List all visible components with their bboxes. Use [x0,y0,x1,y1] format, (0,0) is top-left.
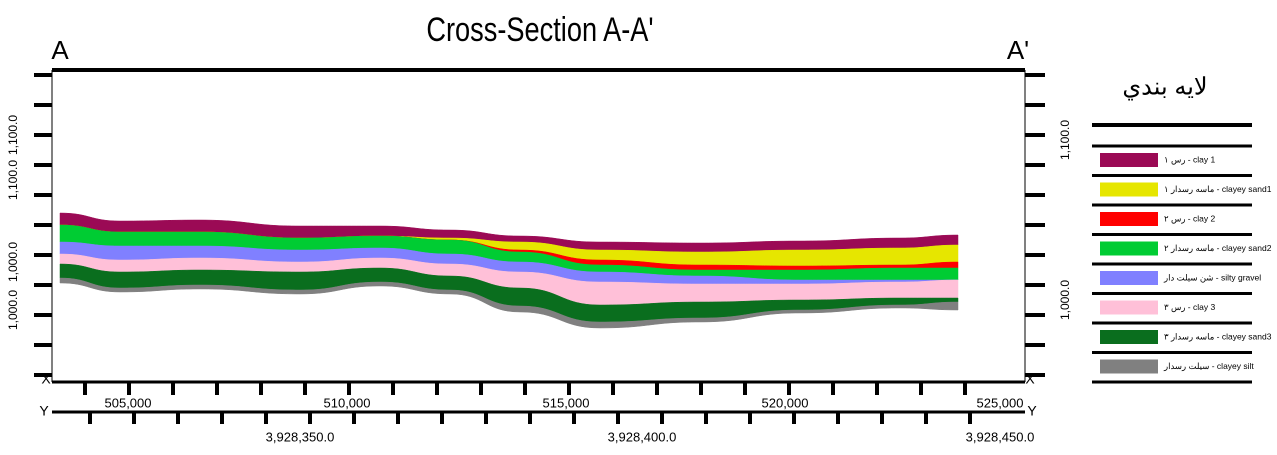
legend-label: ماسه رسدار ۱ - clayey sand1 [1164,184,1272,195]
y-label: 3,928,350.0 [266,429,335,444]
legend-swatch [1100,183,1158,197]
x-label: 505,000 [105,395,152,410]
x-label: 525,000 [977,395,1024,410]
legend-label: ماسه رسدار ۳ - clayey sand3 [1164,331,1272,342]
x-label: 520,000 [762,395,809,410]
legend-swatch [1100,301,1158,315]
y-axis-label: Y [1027,403,1037,419]
legend-swatch [1100,330,1158,344]
legend-swatch [1100,212,1158,226]
elevation-label: 1,000.0 [6,242,20,282]
legend-label: شن سیلت دار - silty gravel [1163,272,1261,283]
y-label: 3,928,400.0 [608,429,677,444]
legend-swatch [1100,271,1158,285]
x-label: 515,000 [543,395,590,410]
legend-swatch [1100,153,1158,167]
legend-label: رس ۱ - clay 1 [1164,154,1215,165]
legend-label: سیلت رسدار - clayey silt [1163,361,1254,372]
elevation-label: 1,000.0 [6,290,20,330]
section-start: A [51,35,69,65]
legend-label: رس ۲ - clay 2 [1164,213,1215,224]
title: Cross-Section A-A' [426,10,653,49]
elevation-label: 1,000.0 [1058,280,1072,320]
legend-label: ماسه رسدار ۲ - clayey sand2 [1164,243,1272,254]
elevation-label: 1,100.0 [6,115,20,155]
elevation-label: 1,100.0 [1058,120,1072,160]
legend-swatch [1100,242,1158,256]
x-label: 510,000 [324,395,371,410]
y-axis-label: Y [39,403,49,419]
y-label: 3,928,450.0 [966,429,1035,444]
legend-swatch [1100,360,1158,374]
cross-section: Cross-Section A-A' A A' X X Y Y لایه بند… [0,0,1277,455]
legend-label: رس ۳ - clay 3 [1164,302,1215,313]
legend-title: لایه بندي [1122,73,1207,100]
section-end: A' [1007,35,1029,65]
elevation-label: 1,100.0 [6,160,20,200]
